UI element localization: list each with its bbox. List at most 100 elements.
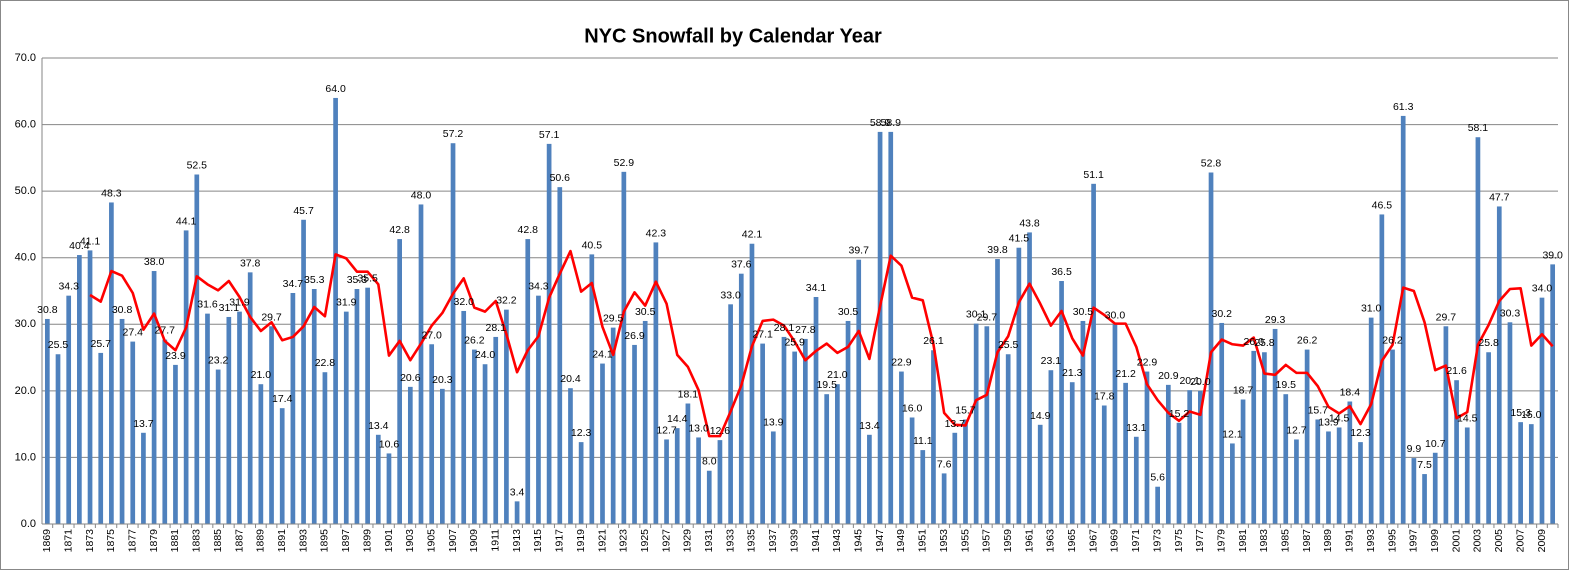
- data-label: 10.7: [1425, 438, 1446, 450]
- data-label: 13.4: [368, 420, 389, 432]
- x-tick-label: 1907: [447, 529, 459, 553]
- data-label: 3.4: [510, 486, 525, 498]
- x-tick-label: 1995: [1386, 529, 1398, 553]
- bar: [1358, 442, 1363, 524]
- bar: [1198, 390, 1203, 524]
- bar: [247, 272, 253, 524]
- bar: [130, 341, 136, 524]
- bar: [600, 363, 605, 524]
- bar: [87, 250, 93, 525]
- data-label: 20.0: [1190, 376, 1211, 388]
- data-label: 18.7: [1233, 385, 1254, 397]
- data-label: 12.1: [1222, 428, 1243, 440]
- data-label: 48.0: [411, 189, 432, 201]
- data-label: 26.0: [1244, 336, 1265, 348]
- x-tick-label: 1903: [404, 529, 416, 553]
- bar: [610, 327, 616, 524]
- bar: [1528, 424, 1534, 524]
- bar: [952, 432, 958, 524]
- bar: [450, 143, 456, 524]
- data-label: 15.3: [1510, 407, 1531, 419]
- data-label: 26.1: [923, 335, 944, 347]
- bar: [418, 204, 424, 524]
- y-tick-label: 10.0: [15, 451, 36, 463]
- bar: [1219, 322, 1225, 524]
- data-label: 12.6: [710, 425, 731, 437]
- data-label: 42.1: [742, 229, 763, 241]
- x-tick-label: 1915: [532, 529, 544, 553]
- bar: [493, 336, 499, 524]
- data-label: 25.5: [48, 339, 69, 351]
- data-label: 28.1: [486, 322, 507, 334]
- x-tick-label: 1971: [1130, 529, 1142, 553]
- bar: [1027, 232, 1032, 524]
- data-label: 29.7: [1436, 311, 1457, 323]
- data-label: 64.0: [325, 83, 346, 95]
- data-label: 18.1: [678, 389, 699, 401]
- data-label: 58.9: [870, 117, 891, 129]
- data-label: 58.1: [1468, 122, 1489, 134]
- bar: [1133, 436, 1139, 524]
- bar: [1059, 281, 1064, 524]
- bar: [802, 338, 808, 524]
- data-label: 34.1: [806, 282, 827, 294]
- data-label: 13.9: [763, 416, 784, 428]
- x-tick-label: 1991: [1344, 529, 1356, 553]
- data-label: 50.6: [550, 172, 571, 184]
- x-tick-label: 1955: [959, 529, 971, 553]
- x-tick-label: 1987: [1301, 529, 1313, 553]
- data-label: 28.1: [774, 322, 795, 334]
- data-label: 22.8: [315, 357, 336, 369]
- bar: [322, 372, 328, 524]
- x-tick-label: 1869: [41, 529, 53, 553]
- bar: [301, 219, 306, 525]
- data-label: 25.8: [1478, 337, 1499, 349]
- y-tick-label: 40.0: [15, 252, 36, 264]
- x-tick-label: 2009: [1536, 529, 1548, 553]
- data-label: 22.9: [1137, 357, 1158, 369]
- x-tick-label: 1877: [127, 529, 139, 553]
- x-tick-label: 1945: [852, 529, 864, 553]
- x-tick-label: 1961: [1023, 529, 1035, 553]
- data-label: 44.1: [176, 215, 197, 227]
- x-tick-label: 1913: [511, 529, 523, 553]
- x-tick-label: 1923: [618, 529, 630, 553]
- data-label: 23.1: [1041, 355, 1062, 367]
- bar: [1486, 352, 1491, 524]
- data-label: 40.4: [69, 240, 90, 252]
- bar: [1048, 370, 1054, 524]
- bar: [706, 470, 712, 524]
- bar: [824, 394, 830, 524]
- x-tick-label: 1965: [1066, 529, 1078, 553]
- data-label: 23.2: [208, 355, 229, 367]
- bar: [151, 271, 157, 524]
- data-label: 30.2: [1211, 308, 1232, 320]
- data-label: 35.5: [357, 273, 378, 285]
- x-tick-label: 1881: [169, 529, 181, 553]
- data-label: 27.0: [421, 329, 442, 341]
- y-tick-label: 0.0: [21, 518, 36, 530]
- data-label: 15.2: [1169, 408, 1190, 420]
- data-label: 29.7: [261, 311, 282, 323]
- bar: [578, 442, 584, 524]
- bar: [685, 403, 691, 524]
- data-label: 39.7: [848, 245, 869, 257]
- bar: [1507, 322, 1513, 524]
- bar: [738, 273, 744, 524]
- bar: [557, 187, 563, 525]
- data-label: 58.9: [881, 117, 902, 129]
- x-tick-label: 1929: [682, 529, 694, 553]
- bar: [1251, 350, 1257, 524]
- x-tick-label: 1897: [340, 529, 352, 553]
- x-tick-label: 1949: [895, 529, 907, 553]
- bar: [269, 326, 274, 524]
- bar: [781, 336, 787, 524]
- data-label: 29.5: [603, 313, 624, 325]
- data-label: 27.8: [795, 324, 816, 336]
- bar: [1069, 382, 1075, 524]
- bar: [514, 501, 520, 524]
- data-label: 26.2: [1297, 335, 1318, 347]
- data-label: 31.1: [219, 302, 240, 314]
